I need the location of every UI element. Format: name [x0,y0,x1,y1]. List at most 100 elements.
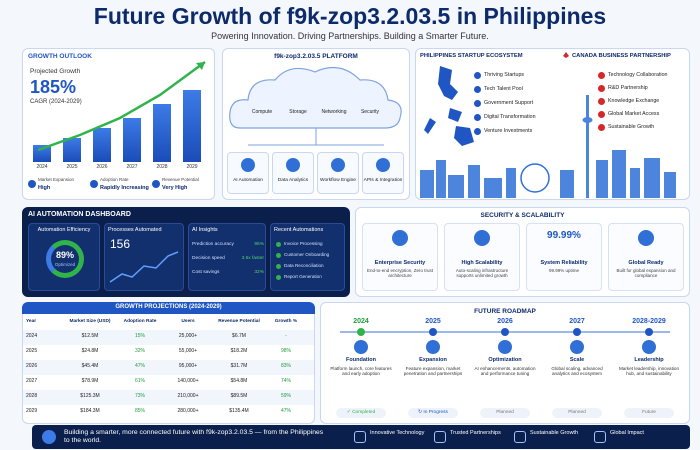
cell: 140,000+ [177,378,199,384]
cell: 280,000+ [177,408,199,414]
module [272,152,314,194]
cell: $54.8M [230,378,248,384]
panel-title: SECURITY & SCALABILITY [480,212,565,219]
cell: $18.2M [230,348,248,354]
cell: $31.7M [230,363,248,369]
card-title: Processes Automated [108,227,162,233]
icon [570,340,584,354]
stage-text: Global scaling, advanced analytics and e… [551,366,603,377]
cloud-item: Networking [321,109,347,115]
cloud-item: Compute [251,109,273,115]
bar [153,104,171,162]
footer-text: Building a smarter, more connected futur… [64,429,324,444]
card [104,223,184,291]
panel-title: FUTURE ROADMAP [474,308,536,315]
recent-item: Customer Onboarding [284,252,330,257]
x-tick-label: 2025 [66,164,78,170]
x-tick-label: 2026 [96,164,108,170]
list-item: R&D Partnership [608,85,648,91]
column-header: Year [26,319,37,324]
stage-year: 2025 [425,318,441,325]
cell: 95,000+ [178,363,198,369]
title: Future Growth of f9k-zop3.2.03.5 in Phil… [93,3,607,29]
stat-label: Market Expansion [38,177,75,182]
arrow-head [196,62,205,70]
growth-arrow [37,60,206,152]
donut-value: 89% [55,250,74,260]
bar [183,90,201,162]
module-label: Workflow Engine [320,178,356,183]
bar [33,145,51,162]
cell: 85% [134,408,145,414]
icon [376,158,390,172]
icon [241,158,255,172]
panel-title: PHILIPPINES STARTUP ECOSYSTEM [420,53,523,59]
cell: 74% [280,378,291,384]
cell: 61% [134,378,145,384]
list-item: Sustainable Growth [608,124,655,130]
caption: CAGR (2024-2029) [30,99,82,105]
cell: $45.4M [81,363,99,369]
icon [286,158,300,172]
stat-value: Very High [162,185,188,191]
cell: $184.3M [80,408,100,414]
icon [392,230,408,246]
icon [598,72,605,79]
list-item: Global Market Access [608,111,660,117]
stage-status: ↻ In Progress [418,410,448,415]
column-header: Growth % [274,319,298,324]
icon [434,431,446,443]
cell: 2027 [26,378,38,384]
card-title: Automation Efficiency [37,227,91,233]
cell: 2029 [26,408,38,414]
icon [42,430,56,444]
stage-title: Optimization [488,357,522,363]
maple-leaf [563,52,569,58]
icon [573,328,581,336]
map [424,66,474,146]
card [270,223,345,291]
card-title: Global Ready [628,260,664,266]
card-text: Built for global expansion and complianc… [616,268,676,279]
cell: 2026 [26,363,38,369]
list-item: Technology Collaboration [608,72,668,78]
panel-title: GROWTH PROJECTIONS (2024-2029) [115,304,222,310]
x-tick-label: 2028 [156,164,168,170]
footer [32,425,690,449]
stage-title: Scale [569,357,585,363]
cell: $6.7M [232,333,246,339]
status-pill [480,408,530,418]
list-item: Knowledge Exchange [608,98,660,104]
subtitle: Powering Innovation. Driving Partnership… [211,31,489,41]
recent-item: Data Reconciliation [284,263,324,268]
cell: 55,000+ [178,348,198,354]
panel-title: CANADA BUSINESS PARTNERSHIP [572,53,671,59]
icon [474,86,481,93]
icon [642,340,656,354]
cell: 210,000+ [177,393,199,399]
cell: 73% [134,393,145,399]
trend-line [109,251,179,283]
stage-text: AI enhancements, automation and performa… [474,366,536,377]
card-title: Recent Automations [274,227,324,233]
icon [28,180,36,188]
column-header: Market Size (USD) [69,319,111,324]
module-label: APIs & Integration [363,178,403,183]
status-pill [552,408,602,418]
label: Projected Growth [30,68,81,75]
insight-value: 3.5x faster [241,256,264,261]
title-bar [22,302,315,314]
icon [90,180,98,188]
cell: $125.3M [80,393,100,399]
icon [276,275,281,280]
cell: 2024 [26,333,38,339]
cell: 15% [134,333,145,339]
status-pill [336,408,386,418]
stage-text: Feature expansion, market penetration an… [403,366,463,377]
stage-status: Planned [568,410,586,415]
icon [354,340,368,354]
stage-title: Leadership [634,357,664,363]
cell: - [285,333,287,339]
insight-value: 95% [254,242,264,247]
card-title: Enterprise Security [374,260,426,266]
